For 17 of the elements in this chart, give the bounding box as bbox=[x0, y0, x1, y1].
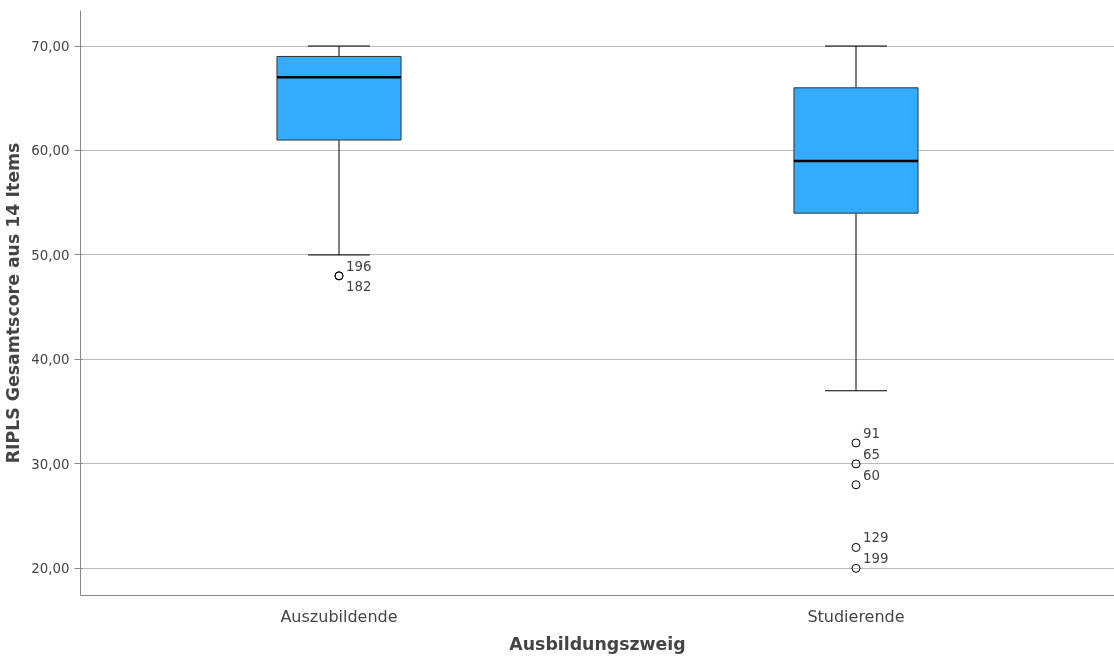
y-tick-label: 20,00 bbox=[31, 561, 70, 577]
y-axis-title: RIPLS Gesamtscore aus 14 Items bbox=[3, 142, 24, 464]
y-tick-label: 50,00 bbox=[31, 247, 70, 263]
x-tick-label: Studierende bbox=[807, 606, 905, 626]
y-tick-label: 40,00 bbox=[31, 352, 70, 368]
x-axis-title: Ausbildungszweig bbox=[509, 633, 686, 654]
annotation: 65 bbox=[863, 446, 880, 462]
y-tick-label: 60,00 bbox=[31, 143, 70, 159]
y-tick-label: 30,00 bbox=[31, 456, 70, 472]
annotation: 182 bbox=[346, 278, 372, 294]
annotation: 91 bbox=[863, 425, 880, 441]
annotation: 199 bbox=[863, 551, 889, 567]
annotation: 129 bbox=[863, 530, 889, 546]
x-tick-label: Auszubildende bbox=[280, 606, 398, 626]
annotation: 60 bbox=[863, 467, 880, 483]
y-tick-label: 70,00 bbox=[31, 39, 70, 55]
annotation: 196 bbox=[346, 258, 372, 274]
